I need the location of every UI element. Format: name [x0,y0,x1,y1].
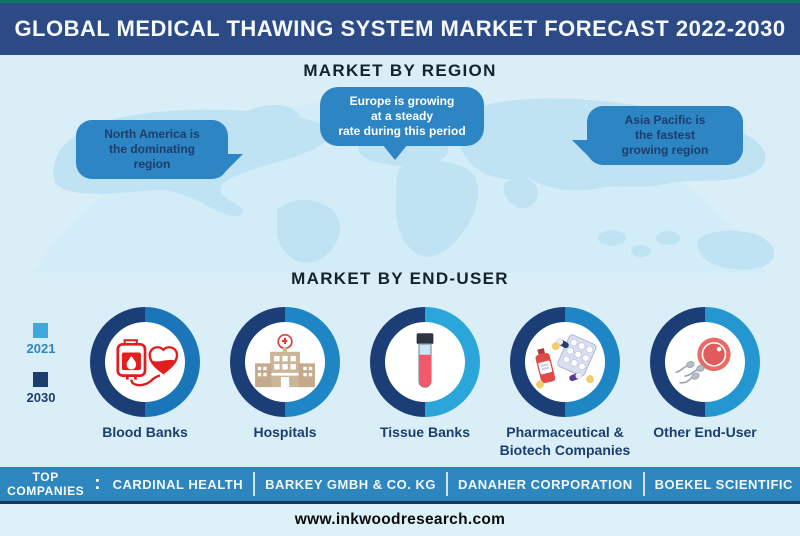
bubble-line: rate during this period [338,124,466,138]
company-name: CARDINAL HEALTH [112,476,244,492]
company-name: BOEKEL SCIENTIFIC [654,476,793,492]
section-heading-region: MARKET BY REGION [303,61,497,80]
bubble-line: growing region [621,143,709,157]
bubble-line: the dominating [109,142,195,156]
divider [445,472,448,496]
bubble-asia-pacific: Asia Pacific is the fastest growing regi… [572,106,743,165]
hospital-icon [255,333,315,388]
bubble-line: region [133,157,171,171]
test-tube-icon [416,333,434,388]
continent-australia [697,230,774,270]
bubble-north-america: North America is the dominating region [76,120,243,179]
donut-tissue-banks [370,307,480,417]
top-companies-label: TOP COMPANIES [7,470,84,498]
end-user-label-other: Other End-User [653,424,757,440]
legend-label-2021: 2021 [26,341,56,356]
continent-india [503,178,538,209]
donut-inner [525,322,605,402]
top-companies-line: TOP [32,470,59,484]
donut-inner [245,322,325,402]
legend-swatch-2021 [33,323,48,338]
title-banner: GLOBAL MEDICAL THAWING SYSTEM MARKET FOR… [0,3,800,55]
end-user-label-pharma-biotech: Pharmaceutical & Biotech Companies [499,424,631,458]
continent-greenland [238,104,300,135]
fertility-cell-icon [675,337,731,384]
top-companies-bar: TOP COMPANIES : CARDINAL HEALTH BARKEY G… [0,467,800,504]
donut-inner [665,322,745,402]
end-user-label-tissue-banks: Tissue Banks [379,424,470,440]
legend-swatch-2030 [33,372,48,387]
footer: www.inkwoodresearch.com [0,504,800,536]
donut-inner [105,322,185,402]
divider [642,472,645,496]
bubble-line: North America is [104,127,200,141]
blood-bag-heart-icon [116,339,179,387]
donut-pharmaceutical [510,307,620,417]
bubble-line: at a steady [370,109,434,123]
page-title: GLOBAL MEDICAL THAWING SYSTEM MARKET FOR… [14,16,786,41]
bubble-line: Asia Pacific is [624,113,706,127]
donut-other-end-user [650,307,760,417]
continent-south-america [277,199,341,263]
top-companies-line: COMPANIES [7,484,85,498]
divider [253,472,256,496]
donut-hospitals [230,307,340,417]
end-user-label-hospitals: Hospitals [253,424,317,440]
legend-label-2030: 2030 [26,390,56,405]
website-link[interactable]: www.inkwoodresearch.com [294,511,506,528]
pills-medicine-icon [535,334,597,389]
bubble-europe: Europe is growing at a steady rate durin… [320,87,484,160]
bubble-line: the fastest [634,128,696,142]
continent-africa [395,160,479,257]
colon-separator: : [94,473,101,494]
company-name: BARKEY GMBH & CO. KG [265,476,436,492]
end-user-label-blood-banks: Blood Banks [102,424,188,440]
company-name: DANAHER CORPORATION [457,476,633,492]
section-heading-end-user: MARKET BY END-USER [291,269,509,288]
donut-inner [385,322,465,402]
bubble-line: Europe is growing [349,94,455,108]
donut-blood-banks [90,307,200,417]
